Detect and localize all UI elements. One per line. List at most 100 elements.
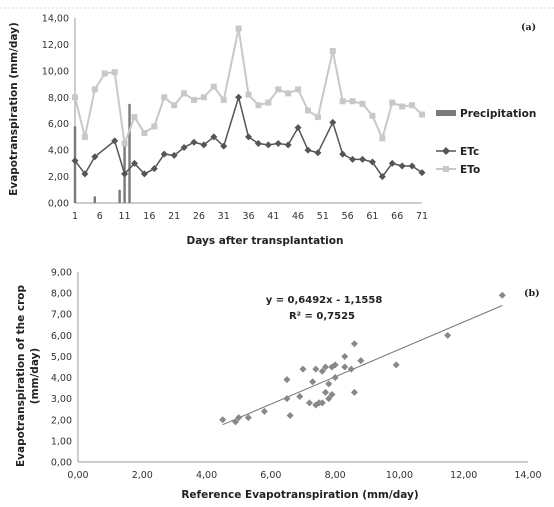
chart-a-y-tick-label: 10,00	[42, 66, 69, 77]
panel-label-b: (b)	[524, 288, 540, 299]
chart-b-y-tick-label: 4,00	[51, 373, 72, 384]
legend-eto-marker	[443, 166, 449, 172]
eto-point	[295, 86, 302, 93]
chart-a-y-tick-label: 12,00	[42, 40, 69, 51]
etc-point	[91, 153, 99, 161]
scatter-point	[392, 361, 400, 369]
scatter-point	[331, 361, 339, 369]
chart-a-y-tick-label: 8,00	[48, 93, 69, 104]
chart-a-y-tick-label: 14,00	[42, 14, 69, 25]
eto-series-line	[74, 28, 423, 144]
chart-a-x-tick-label: 71	[416, 211, 428, 222]
etc-point	[170, 151, 178, 159]
precipitation-bar	[73, 126, 77, 203]
scatter-point	[286, 412, 294, 420]
etc-point	[359, 155, 367, 163]
chart-a-x-ticks: 1 6 11 16 21 26 31 36 41 46 51 56 61 66 71	[72, 211, 428, 222]
eto-point	[111, 69, 118, 76]
scatter-point	[498, 291, 506, 299]
chart-a-y-ticks: 0,00 2,00 4,00 6,00 8,00 10,00 12,00 14,00	[42, 14, 69, 210]
etc-point	[235, 93, 243, 101]
eto-point	[91, 86, 98, 93]
chart-b-y-tick-label: 7,00	[51, 310, 72, 321]
scatter-point	[309, 378, 317, 386]
r-squared-label: R² = 0,7525	[289, 311, 355, 322]
trendline-equation: y = 0,6492x - 1,1558	[266, 295, 383, 306]
etc-point	[254, 140, 262, 148]
chart-a-x-tick-label: 1	[72, 211, 78, 222]
eto-point	[399, 103, 406, 110]
scatter-point	[341, 352, 349, 360]
etc-point	[368, 158, 376, 166]
scatter-point	[444, 331, 452, 339]
etc-point	[111, 137, 119, 145]
chart-a-y-axis-label: Evapotranspiration (mm/day)	[8, 22, 20, 196]
legend-eto-label: ETo	[460, 164, 480, 176]
etc-point	[71, 157, 79, 165]
scatter-point	[357, 357, 365, 365]
eto-point	[131, 114, 138, 121]
legend-precipitation-label: Precipitation	[460, 108, 536, 120]
eto-point	[285, 90, 292, 97]
chart-b-axes	[77, 272, 528, 463]
etc-point	[130, 159, 138, 167]
chart-a-x-tick-label: 26	[193, 211, 205, 222]
chart-b-x-tick-label: 14,00	[514, 470, 541, 481]
chart-a-x-tick-label: 51	[317, 211, 329, 222]
eto-point	[181, 90, 188, 97]
scatter-point	[260, 407, 268, 415]
scatter-point	[325, 395, 333, 403]
chart-b-y-tick-label: 0,00	[51, 458, 72, 469]
chart-a-y-tick-label: 0,00	[48, 199, 69, 210]
etc-point	[378, 173, 386, 181]
chart-b-y-axis-label: Evapotranspiration of the crop (mm/day)	[15, 285, 41, 468]
eto-point	[409, 102, 416, 109]
scatter-point	[325, 380, 333, 388]
chart-b-y-ticks: 0,00 1,00 2,00 3,00 4,00 5,00 6,00 7,00 8,00 9,00	[51, 268, 72, 469]
eto-point	[171, 102, 178, 109]
eto-point	[339, 98, 346, 105]
chart-b-y-tick-label: 8,00	[51, 289, 72, 300]
scatter-point	[283, 395, 291, 403]
scatter-point	[219, 416, 227, 424]
etc-point	[150, 165, 158, 173]
scatter-point	[244, 414, 252, 422]
etc-point	[245, 133, 252, 141]
chart-b-y-tick-label: 2,00	[51, 415, 72, 426]
eto-point	[329, 48, 336, 55]
chart-a-x-tick-label: 16	[143, 211, 155, 222]
chart-a-x-tick-label: 36	[242, 211, 254, 222]
eto-point	[369, 112, 376, 119]
scatter-point	[318, 367, 326, 375]
etc-point	[284, 141, 292, 149]
etc-point	[81, 170, 89, 178]
precipitation-bar	[93, 196, 97, 203]
eto-point	[314, 114, 321, 121]
chart-b-y-tick-label: 1,00	[51, 436, 72, 447]
scatter-point	[347, 365, 355, 373]
scatter-point	[318, 399, 326, 407]
etc-point	[294, 124, 302, 132]
scatter-point	[315, 399, 323, 407]
legend-etc-marker	[442, 147, 450, 155]
chart-b-y-tick-label: 9,00	[51, 268, 72, 279]
scatter-point	[296, 393, 304, 401]
chart-a-y-tick-label: 2,00	[48, 172, 69, 183]
etc-point	[314, 149, 322, 157]
etc-point	[160, 150, 168, 158]
legend-etc-label: ETc	[460, 146, 479, 158]
eto-point	[265, 99, 272, 106]
etc-point	[220, 142, 228, 150]
legend-precipitation-swatch	[436, 110, 456, 116]
etc-markers	[71, 93, 426, 181]
eto-point	[235, 25, 242, 32]
chart-a-x-tick-label: 66	[391, 211, 403, 222]
etc-point	[274, 140, 282, 148]
chart-a-x-tick-label: 41	[267, 211, 279, 222]
scatter-point	[322, 363, 329, 371]
eto-point	[304, 107, 311, 114]
chart-b-x-ticks: 0,00 2,00 4,00 6,00 8,00 10,00 12,00 14,00	[67, 470, 541, 481]
eto-point	[419, 111, 425, 118]
chart-b-y-axis-label-line2: (mm/day)	[29, 348, 41, 404]
etc-point	[180, 144, 188, 151]
